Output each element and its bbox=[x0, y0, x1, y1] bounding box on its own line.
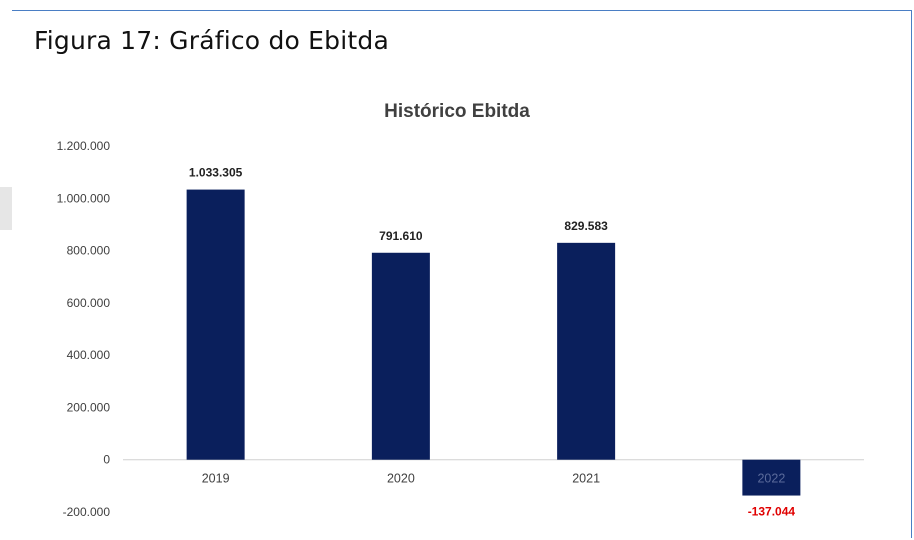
x-tick-label: 2021 bbox=[572, 472, 600, 486]
data-label: 791.610 bbox=[379, 229, 423, 243]
y-tick-label: 1.000.000 bbox=[57, 191, 111, 205]
x-tick-label: 2022 bbox=[757, 472, 785, 486]
chart-title-text: Histórico Ebitda bbox=[384, 101, 530, 122]
y-tick-label: 400.000 bbox=[67, 348, 111, 362]
bar-2021 bbox=[557, 242, 616, 460]
y-tick-label: 600.000 bbox=[67, 296, 111, 310]
figure-frame bbox=[12, 10, 912, 538]
data-label: -137.044 bbox=[748, 505, 796, 519]
chart-title: Histórico Ebitda bbox=[0, 101, 914, 123]
bar-2022 bbox=[742, 459, 801, 496]
y-tick-label: 1.200.000 bbox=[57, 139, 111, 153]
x-tick-label: 2020 bbox=[387, 472, 415, 486]
y-tick-label: 200.000 bbox=[67, 400, 111, 414]
bar-2019 bbox=[186, 189, 245, 460]
y-tick-label: 800.000 bbox=[67, 244, 111, 258]
bar-2020 bbox=[371, 252, 430, 460]
x-tick-label: 2019 bbox=[202, 472, 230, 486]
y-tick-label: -200.000 bbox=[63, 505, 111, 519]
y-tick-label: 0 bbox=[103, 453, 110, 467]
figure-title: Figura 17: Gráfico do Ebitda bbox=[34, 26, 389, 55]
data-label: 1.033.305 bbox=[189, 166, 243, 180]
data-label: 829.583 bbox=[564, 219, 608, 233]
side-tab bbox=[0, 187, 12, 230]
